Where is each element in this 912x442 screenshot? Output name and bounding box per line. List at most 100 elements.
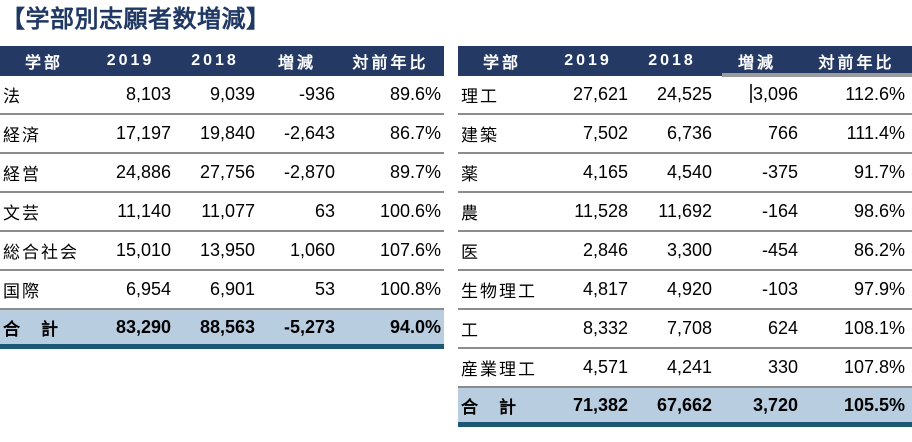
ratio-cell: 94.0% — [337, 309, 444, 350]
value-2018-cell: 24,525 — [630, 76, 714, 116]
value-2019-cell: 4,571 — [546, 348, 630, 389]
value-2019-cell: 17,197 — [88, 114, 173, 155]
table-row: 経済 17,197 19,840 -2,643 86.7% — [0, 114, 444, 155]
value-2018-cell: 11,077 — [173, 192, 257, 233]
value-2018-cell: 6,736 — [630, 114, 714, 155]
table-row: 薬 4,165 4,540 -375 91.7% — [458, 153, 912, 194]
ratio-cell: 98.6% — [800, 192, 912, 233]
diff-cell: 1,060 — [257, 231, 337, 272]
value-2018-cell: 13,950 — [173, 231, 257, 272]
diff-cell: 766 — [714, 114, 800, 155]
table-row: 工 8,332 7,708 624 108.1% — [458, 309, 912, 350]
value-2019-cell: 6,954 — [88, 270, 173, 311]
diff-value: 3,096 — [752, 84, 798, 105]
value-2019-cell: 7,502 — [546, 114, 630, 155]
diff-cell: -2,643 — [257, 114, 337, 155]
header-row: 学部 2019 2018 増減 対前年比 — [0, 46, 444, 77]
column-header-2019: 2019 — [88, 46, 173, 77]
column-header-diff: 増減 — [257, 46, 337, 77]
value-2019-cell: 27,621 — [546, 76, 630, 116]
value-2018-cell: 4,920 — [630, 270, 714, 311]
column-header-faculty: 学部 — [458, 46, 546, 77]
ratio-cell: 100.8% — [337, 270, 444, 311]
faculty-cell: 文芸 — [0, 192, 88, 233]
column-header-2019: 2019 — [546, 46, 630, 77]
diff-cell: -2,870 — [257, 153, 337, 194]
diff-cell: -164 — [714, 192, 800, 233]
diff-cell: 330 — [714, 348, 800, 389]
tables-container: 学部 2019 2018 増減 対前年比 法 8,103 9,039 -936 89.6… — [0, 46, 912, 428]
column-header-diff: 増減 — [714, 46, 800, 77]
table-row: 産業理工 4,571 4,241 330 107.8% — [458, 348, 912, 389]
value-2019-cell: 11,528 — [546, 192, 630, 233]
faculty-cell: 建築 — [458, 114, 546, 155]
table-row: 理工 27,621 24,525 3,096 112.6% — [458, 76, 912, 116]
value-2019-cell: 2,846 — [546, 231, 630, 272]
left-table-wrap: 学部 2019 2018 増減 対前年比 法 8,103 9,039 -936 89.6… — [0, 46, 444, 350]
value-2019-cell: 71,382 — [546, 387, 630, 428]
ratio-cell: 89.7% — [337, 153, 444, 194]
value-2018-cell: 88,563 — [173, 309, 257, 350]
faculty-cell: 農 — [458, 192, 546, 233]
value-2019-cell: 15,010 — [88, 231, 173, 272]
faculty-cell: 理工 — [458, 76, 546, 116]
value-2018-cell: 11,692 — [630, 192, 714, 233]
diff-cell: -103 — [714, 270, 800, 311]
table-row: 国際 6,954 6,901 53 100.8% — [0, 270, 444, 311]
faculty-cell: 産業理工 — [458, 348, 546, 389]
faculty-cell: 医 — [458, 231, 546, 272]
value-2018-cell: 4,540 — [630, 153, 714, 194]
table-row: 法 8,103 9,039 -936 89.6% — [0, 76, 444, 116]
value-2019-cell: 24,886 — [88, 153, 173, 194]
header-row: 学部 2019 2018 増減 対前年比 — [458, 46, 912, 77]
ratio-cell: 86.2% — [800, 231, 912, 272]
value-2018-cell: 19,840 — [173, 114, 257, 155]
right-table-wrap: 学部 2019 2018 増減 対前年比 理工 27,621 24,525 3,096… — [458, 46, 912, 428]
left-table: 学部 2019 2018 増減 対前年比 法 8,103 9,039 -936 89.6… — [0, 46, 444, 350]
value-2018-cell: 9,039 — [173, 76, 257, 116]
column-header-2018: 2018 — [173, 46, 257, 77]
table-row: 農 11,528 11,692 -164 98.6% — [458, 192, 912, 233]
value-2018-cell: 6,901 — [173, 270, 257, 311]
faculty-cell: 工 — [458, 309, 546, 350]
value-2019-cell: 83,290 — [88, 309, 173, 350]
right-table: 学部 2019 2018 増減 対前年比 理工 27,621 24,525 3,096… — [458, 46, 912, 428]
value-2018-cell: 3,300 — [630, 231, 714, 272]
diff-cell: -5,273 — [257, 309, 337, 350]
diff-cell: 63 — [257, 192, 337, 233]
table-row: 生物理工 4,817 4,920 -103 97.9% — [458, 270, 912, 311]
table-row: 経営 24,886 27,756 -2,870 89.7% — [0, 153, 444, 194]
diff-cell: -454 — [714, 231, 800, 272]
faculty-cell: 合 計 — [0, 309, 88, 350]
value-2019-cell: 8,103 — [88, 76, 173, 116]
faculty-cell: 法 — [0, 76, 88, 116]
ratio-cell: 86.7% — [337, 114, 444, 155]
text-cursor-artifact — [749, 84, 752, 104]
faculty-cell: 総合社会 — [0, 231, 88, 272]
faculty-cell: 経営 — [0, 153, 88, 194]
value-2019-cell: 8,332 — [546, 309, 630, 350]
ratio-cell: 107.8% — [800, 348, 912, 389]
value-2019-cell: 11,140 — [88, 192, 173, 233]
ratio-cell: 97.9% — [800, 270, 912, 311]
total-row: 合 計 71,382 67,662 3,720 105.5% — [458, 387, 912, 428]
page: 【学部別志願者数増減】 学部 2019 2018 増減 対前年比 法 8,103 9… — [0, 4, 912, 442]
ratio-cell: 108.1% — [800, 309, 912, 350]
column-header-ratio: 対前年比 — [800, 46, 912, 77]
diff-cell: 624 — [714, 309, 800, 350]
column-header-2018: 2018 — [630, 46, 714, 77]
faculty-cell: 合 計 — [458, 387, 546, 428]
faculty-cell: 生物理工 — [458, 270, 546, 311]
ratio-cell: 91.7% — [800, 153, 912, 194]
ratio-cell: 89.6% — [337, 76, 444, 116]
table-row: 総合社会 15,010 13,950 1,060 107.6% — [0, 231, 444, 272]
faculty-cell: 薬 — [458, 153, 546, 194]
value-2018-cell: 4,241 — [630, 348, 714, 389]
diff-cell: -936 — [257, 76, 337, 116]
value-2018-cell: 27,756 — [173, 153, 257, 194]
ratio-cell: 111.4% — [800, 114, 912, 155]
diff-cell: 3,720 — [714, 387, 800, 428]
ratio-cell: 100.6% — [337, 192, 444, 233]
column-header-ratio: 対前年比 — [337, 46, 444, 77]
value-2018-cell: 67,662 — [630, 387, 714, 428]
